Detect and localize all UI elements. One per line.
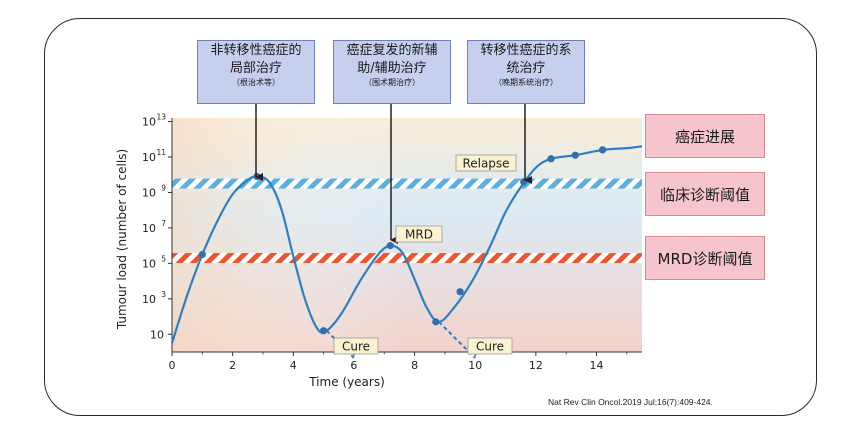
box-sub: （围术期治疗） [364,78,420,87]
y-tick-exponent: 5 [161,254,166,263]
data-point [386,242,394,250]
outer-frame [44,18,817,416]
box-line-1: 非转移性癌症的 [210,43,302,58]
box-line-2: 助/辅助治疗 [357,61,427,76]
x-tick-label: 2 [229,359,236,372]
data-point [198,250,206,259]
data-point [432,318,440,326]
y-tick-label: 10 [142,186,156,199]
box-line-1: 癌症复发的新辅 [346,43,438,58]
box-sub: （根治术等） [232,78,280,87]
mrd-label: MRD [405,228,433,242]
box-line-2: 统治疗 [506,61,546,76]
source-citation: Nat Rev Clin Oncol.2019 Jul;16(7):409-42… [548,397,713,407]
y-tick-label: 10 [142,257,156,270]
treatment-arrows [255,104,532,244]
cure-label-2: Cure [476,340,504,354]
y-tick-exponent: 11 [156,148,166,157]
tumour-load-curve [170,145,643,344]
x-tick-label: 12 [529,359,543,372]
cure-label-2-bg [467,337,513,355]
legend-mrd-threshold: MRD诊断阈值 [645,236,765,280]
legend-clinical-threshold: 临床诊断阈值 [645,172,765,216]
x-tick-label: 8 [411,359,418,372]
data-point [456,288,464,296]
box-line-1: 转移性癌症的系 [480,43,572,58]
x-tick-label: 6 [350,359,357,372]
mrd-threshold-band [172,253,642,264]
cure-label-1: Cure [342,340,370,354]
clinical-threshold-band [172,178,642,189]
y-tick-label: 10 [142,293,156,306]
x-tick-label: 4 [290,359,297,372]
data-point [598,146,607,154]
box-line-2: 局部治疗 [229,61,282,76]
x-tick-label: 10 [468,359,482,372]
mrd-label-bg [395,225,443,243]
data-point [520,178,528,186]
y-tick-exponent: 13 [156,113,166,122]
curve-labels: Relapse MRD Cure Cure [333,154,517,355]
adjuvant-therapy-box: 癌症复发的新辅 助/辅助治疗 （围术期治疗） [333,40,451,104]
y-tick-exponent: 3 [161,290,166,299]
cure-label-1-bg [333,337,379,355]
relapse-label-bg [455,154,517,172]
data-point [253,172,261,181]
x-axis-label: Time (years) [308,375,385,389]
local-therapy-box: 非转移性癌症的 局部治疗 （根治术等） [197,40,315,104]
relapse-label: Relapse [462,157,509,171]
box-sub: （晚期系统治疗） [494,78,558,87]
systemic-therapy-box: 转移性癌症的系 统治疗 （晚期系统治疗） [467,40,585,104]
y-axis-label: Tumour load (number of cells) [115,149,129,330]
y-tick-label: 10 [142,222,156,235]
x-tick-label: 14 [590,359,604,372]
data-point [320,327,328,335]
legend-progression: 癌症进展 [645,114,765,158]
y-tick-label: 10 [142,151,156,164]
x-tick-label: 0 [169,359,176,372]
data-point [571,151,579,159]
data-point [547,155,555,163]
y-tick-exponent: 7 [161,219,166,228]
y-tick-label: 10 [150,328,164,341]
y-tick-exponent: 9 [161,183,166,192]
y-tick-label: 10 [142,116,156,129]
